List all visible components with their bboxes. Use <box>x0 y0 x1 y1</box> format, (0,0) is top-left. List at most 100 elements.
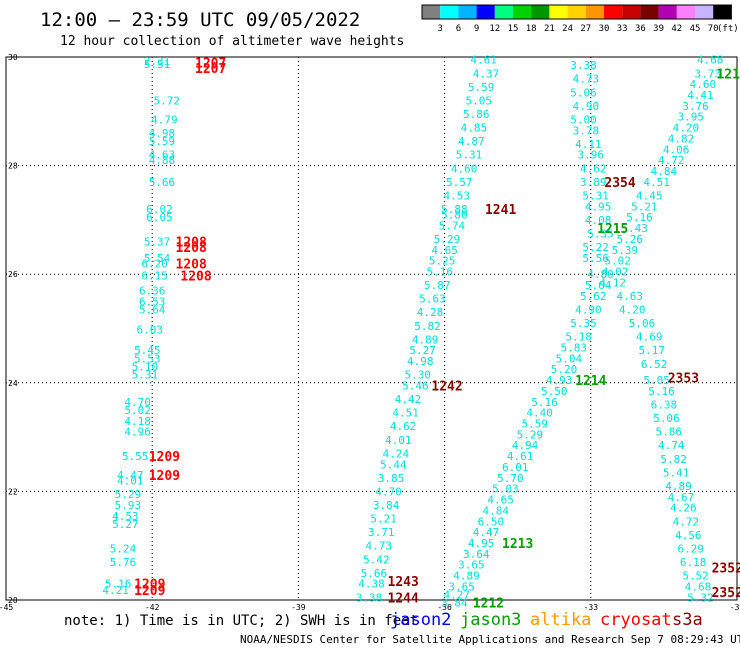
swh-value-label: 5.29 <box>115 488 142 501</box>
pass-number-label: 1244 <box>388 591 419 606</box>
swh-value-label: 4.51 <box>643 176 670 189</box>
legend-swatch <box>640 5 659 19</box>
swh-value-label: 5.86 <box>656 426 683 439</box>
swh-value-label: 5.00 <box>570 113 597 126</box>
legend-tick-label: 39 <box>653 24 664 34</box>
swh-value-label: 4.98 <box>407 355 434 368</box>
swh-value-label: 5.26 <box>617 233 644 246</box>
swh-value-label: 5.29 <box>434 233 461 246</box>
x-tick-label: -33 <box>584 603 599 612</box>
swh-value-label: 5.06 <box>653 412 680 425</box>
swh-value-label: 6.29 <box>677 542 704 555</box>
swh-value-label: 4.68 <box>697 54 724 67</box>
swh-value-label: 5.02 <box>604 255 631 268</box>
swh-value-label: 5.37 <box>144 236 171 249</box>
pass-number-label: 1207 <box>195 56 226 71</box>
mission-legend: jason2 jason3 altika cryosat s3a <box>390 610 703 630</box>
swh-value-label: 5.06 <box>570 86 597 99</box>
swh-value-label: 5.06 <box>629 317 656 330</box>
swh-value-label: 4.53 <box>444 189 471 202</box>
swh-value-label: 3.38 <box>570 59 597 72</box>
chart-subtitle: 12 hour collection of altimeter wave hei… <box>60 34 404 49</box>
swh-value-label: 6.53 <box>139 295 166 308</box>
swh-value-label: 4.95 <box>585 200 612 213</box>
pass-number-label: 2353 <box>668 371 699 386</box>
swh-value-label: 5.82 <box>660 453 687 466</box>
swh-value-label: 5.16 <box>426 265 453 278</box>
swh-value-label: 6.50 <box>478 515 505 528</box>
swh-value-label: 4.11 <box>575 138 602 151</box>
swh-value-label: 5.46 <box>402 380 429 393</box>
legend-swatch <box>604 5 623 19</box>
x-tick-label: -36 <box>437 603 452 612</box>
legend-swatch <box>713 5 732 19</box>
swh-value-label: 3.76 <box>682 100 709 113</box>
pass-number-label: 1213 <box>502 537 533 552</box>
y-tick-label: 28 <box>8 162 18 171</box>
swh-value-label: 4.24 <box>383 447 410 460</box>
mission-label-jason2: jason2 <box>390 610 451 630</box>
swh-value-label: 4.88 <box>149 154 176 167</box>
legend-swatch <box>676 5 695 19</box>
legend-tick-label: 70 <box>708 24 719 34</box>
swh-value-label: 6.52 <box>641 358 668 371</box>
mission-label-cryosat: cryosat <box>600 610 672 630</box>
swh-value-label: 4.53 <box>112 510 139 523</box>
swh-value-label: 5.41 <box>663 466 690 479</box>
swh-value-label: 4.82 <box>668 132 695 145</box>
pass-number-label: 1208 <box>180 269 211 284</box>
swh-value-label: 4.37 <box>473 67 500 80</box>
swh-value-label: 4.89 <box>665 480 692 493</box>
swh-value-label: 3.85 <box>378 472 405 485</box>
swh-value-label: 4.70 <box>375 485 402 498</box>
swh-value-label: 6.02 <box>146 203 173 216</box>
swh-value-label: 4.72 <box>658 154 685 167</box>
swh-value-label: 5.56 <box>582 252 609 265</box>
swh-value-label: 5.63 <box>419 293 446 306</box>
swh-value-label: 5.57 <box>446 176 473 189</box>
swh-value-label: 5.21 <box>631 200 658 213</box>
swh-value-label: 3.96 <box>578 149 605 162</box>
swh-value-label: 4.65 <box>487 494 514 507</box>
swh-value-label: 3.84 <box>373 499 400 512</box>
swh-value-label: 5.18 <box>565 331 592 344</box>
swh-value-label: 5.22 <box>582 241 609 254</box>
swh-value-label: 4.40 <box>526 407 553 420</box>
swh-value-label: 5.82 <box>414 320 441 333</box>
swh-value-label: 4.94 <box>512 439 539 452</box>
swh-value-label: 5.31 <box>132 369 159 382</box>
swh-value-label: 5.59 <box>468 81 495 94</box>
legend-swatch <box>695 5 714 19</box>
mission-label-s3a: s3a <box>672 610 703 630</box>
legend-swatch <box>513 5 532 19</box>
legend-tick-label: 36 <box>635 24 646 34</box>
swh-value-label: 5.27 <box>409 344 436 357</box>
swh-value-label: 4.61 <box>470 54 497 67</box>
swh-value-label: 5.16 <box>531 396 558 409</box>
legend-swatch <box>658 5 677 19</box>
swh-value-label: 4.62 <box>580 162 607 175</box>
swh-value-label: 3.84 <box>441 597 468 610</box>
pass-number-label: 1216 <box>716 67 740 82</box>
y-tick-label: 20 <box>8 596 18 605</box>
swh-value-label: 5.64 <box>585 279 612 292</box>
swh-value-label: 6.05 <box>146 211 173 224</box>
swh-value-label: 5.66 <box>361 567 388 580</box>
mission-label-altika: altika <box>530 610 591 630</box>
swh-value-label: 4.60 <box>690 78 717 91</box>
swh-value-label: 5.59 <box>522 418 549 431</box>
x-tick-label: -39 <box>291 603 306 612</box>
y-tick-label: 26 <box>8 270 18 279</box>
swh-value-label: 4.95 <box>468 537 495 550</box>
swh-value-label: 6.15 <box>141 269 168 282</box>
swh-value-label: 4.28 <box>417 306 444 319</box>
swh-value-label: 3.65 <box>448 580 475 593</box>
swh-value-label: 5.70 <box>497 472 524 485</box>
chart-title: 12:00 — 23:59 UTC 09/05/2022 <box>40 9 360 31</box>
swh-value-label: 5.59 <box>149 135 176 148</box>
swh-value-label: 4.89 <box>412 333 439 346</box>
swh-value-label: 6.18 <box>680 556 707 569</box>
swh-value-label: 5.20 <box>551 363 578 376</box>
swh-value-label: 5.32 <box>687 591 714 604</box>
legend-swatch <box>567 5 586 19</box>
